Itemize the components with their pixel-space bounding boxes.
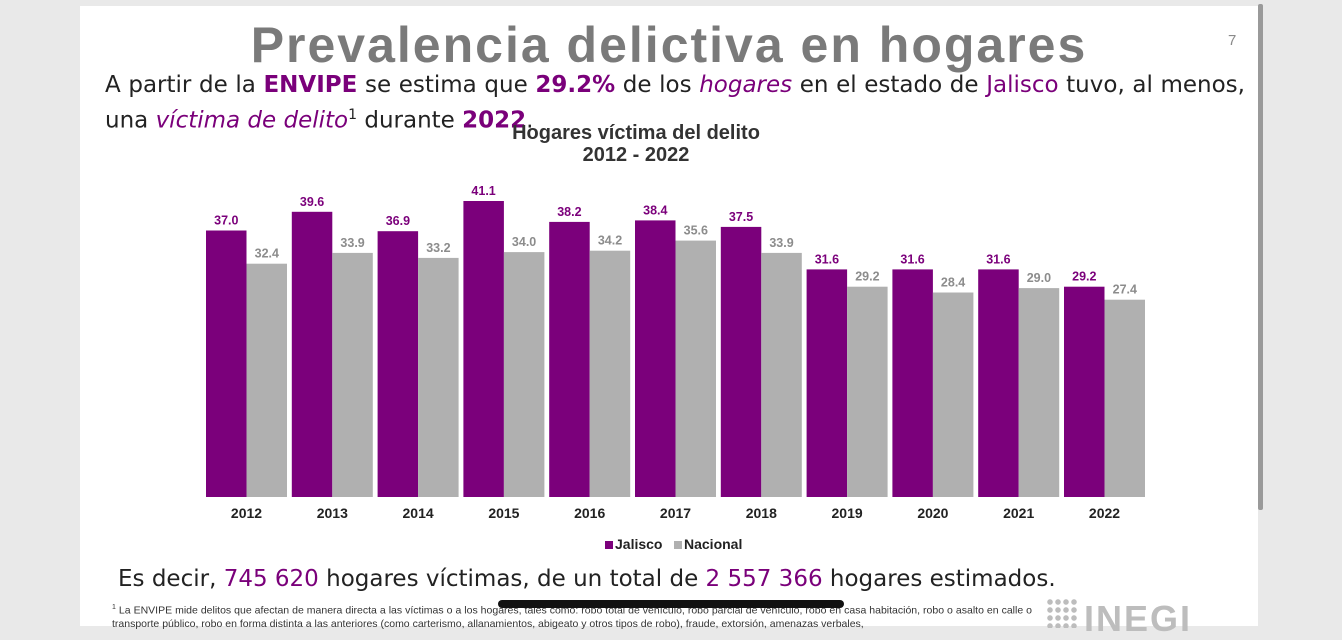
data-label-nacional-2016: 34.2	[598, 234, 622, 248]
bar-nacional-2018	[761, 252, 802, 497]
data-label-jalisco-2020: 31.6	[900, 252, 924, 266]
summary-part: Es decir,	[118, 566, 224, 592]
hogares-term: hogares	[699, 72, 793, 98]
legend-swatch-jalisco	[605, 541, 613, 549]
bar-jalisco-2013	[291, 211, 333, 498]
bar-nacional-2019	[847, 286, 888, 497]
data-label-jalisco-2017: 38.4	[643, 203, 667, 217]
x-tick-label-2016: 2016	[574, 505, 605, 521]
data-label-nacional-2020: 28.4	[941, 276, 965, 290]
victim-households-value: 745 620	[223, 566, 319, 592]
bar-nacional-2014	[418, 257, 459, 497]
bar-jalisco-2014	[377, 231, 419, 497]
data-label-jalisco-2022: 29.2	[1072, 270, 1096, 284]
intro-part: se estima que	[357, 72, 536, 98]
x-tick-label-2014: 2014	[403, 505, 434, 521]
x-tick-label-2013: 2013	[317, 505, 348, 521]
bar-jalisco-2017	[635, 220, 676, 497]
x-tick-label-2012: 2012	[231, 505, 262, 521]
intro-part: durante	[357, 107, 463, 134]
x-tick-label-2015: 2015	[488, 505, 519, 521]
bar-nacional-2013	[332, 252, 373, 497]
logo-text: INEGI	[1084, 598, 1193, 639]
bar-nacional-2021	[1018, 288, 1060, 497]
intro-part: A partir de la	[105, 72, 264, 98]
year-value: 2022	[462, 107, 527, 134]
bar-jalisco-2020	[892, 269, 933, 497]
bar-jalisco-2018	[720, 226, 762, 497]
bar-jalisco-2021	[978, 269, 1019, 497]
data-label-nacional-2013: 33.9	[340, 236, 364, 250]
footnote-mark: 1	[112, 604, 116, 611]
data-label-jalisco-2013: 39.6	[300, 195, 324, 209]
bar-jalisco-2019	[806, 269, 848, 497]
state-name: Jalisco	[986, 72, 1059, 98]
legend-label-jalisco: Jalisco	[615, 536, 662, 552]
slide-title: Prevalencia delictiva en hogares	[250, 17, 1088, 73]
intro-part: .	[526, 107, 534, 134]
data-label-jalisco-2016: 38.2	[557, 205, 581, 219]
x-tick-label-2018: 2018	[746, 505, 777, 521]
bar-nacional-2020	[932, 292, 974, 497]
inegi-logo: INEGI	[1046, 598, 1192, 640]
data-label-nacional-2015: 34.0	[512, 235, 536, 249]
bar-nacional-2015	[503, 252, 545, 497]
intro-part: tuvo, al menos, una	[105, 72, 1245, 134]
slide-number: 7	[1228, 32, 1237, 49]
x-tick-label-2017: 2017	[660, 505, 691, 521]
data-label-nacional-2022: 27.4	[1113, 283, 1137, 297]
bars-group: 37.0 32.4 2012 39.6 33.9 2013 36.9 33.2 2014 41.1…	[206, 184, 1145, 521]
bar-nacional-2017	[675, 240, 716, 497]
prevalence-value: 29.2%	[535, 72, 616, 98]
chart-title: Hogares víctima del delito	[512, 122, 760, 144]
slide: Prevalencia delictiva en hogares 7 A par…	[80, 6, 1258, 639]
x-tick-label-2021: 2021	[1003, 505, 1034, 521]
x-tick-label-2020: 2020	[917, 505, 948, 521]
data-label-nacional-2017: 35.6	[684, 224, 708, 238]
slide-edge	[1258, 4, 1263, 510]
data-label-nacional-2019: 29.2	[855, 270, 879, 284]
x-tick-label-2022: 2022	[1089, 505, 1120, 521]
bar-nacional-2012	[246, 263, 287, 497]
bar-jalisco-2012	[206, 230, 247, 497]
victim-term: víctima de delito	[155, 107, 349, 134]
data-label-jalisco-2014: 36.9	[386, 214, 410, 228]
legend-swatch-nacional	[674, 541, 682, 549]
video-scrubber[interactable]	[498, 600, 844, 608]
bar-nacional-2022	[1104, 299, 1145, 497]
data-label-jalisco-2015: 41.1	[471, 184, 495, 198]
legend-label-nacional: Nacional	[684, 536, 742, 552]
data-label-nacional-2012: 32.4	[255, 247, 279, 261]
intro-part: en el estado de	[792, 72, 987, 98]
chart-subtitle: 2012 - 2022	[583, 144, 690, 166]
bar-jalisco-2016	[549, 221, 590, 497]
x-tick-label-2019: 2019	[832, 505, 863, 521]
envipe-name: ENVIPE	[263, 72, 358, 98]
data-label-jalisco-2021: 31.6	[986, 252, 1010, 266]
summary-text: Es decir, 745 620 hogares víctimas, de u…	[118, 566, 1056, 592]
chart-legend: Jalisco Nacional	[605, 536, 742, 552]
summary-part: hogares estimados.	[822, 566, 1056, 592]
footnote-ref: 1	[348, 107, 358, 123]
bar-jalisco-2015	[463, 201, 504, 497]
data-label-jalisco-2019: 31.6	[815, 252, 839, 266]
data-label-jalisco-2012: 37.0	[214, 214, 238, 228]
summary-part: hogares víctimas, de un total de	[318, 566, 706, 592]
data-label-nacional-2021: 29.0	[1027, 271, 1051, 285]
total-households-value: 2 557 366	[705, 566, 823, 592]
bar-nacional-2016	[589, 250, 631, 497]
data-label-jalisco-2018: 37.5	[729, 210, 753, 224]
bar-chart: Hogares víctima del delito 2012 - 2022 3…	[206, 122, 1145, 552]
intro-text: A partir de la ENVIPE se estima que 29.2…	[105, 70, 1245, 136]
logo-dots-icon	[1046, 598, 1078, 628]
data-label-nacional-2014: 33.2	[426, 241, 450, 255]
bar-jalisco-2022	[1064, 286, 1105, 497]
footnote-text: La ENVIPE mide delitos que afectan de ma…	[112, 604, 1032, 630]
intro-part: de los	[615, 72, 700, 98]
data-label-nacional-2018: 33.9	[769, 236, 793, 250]
